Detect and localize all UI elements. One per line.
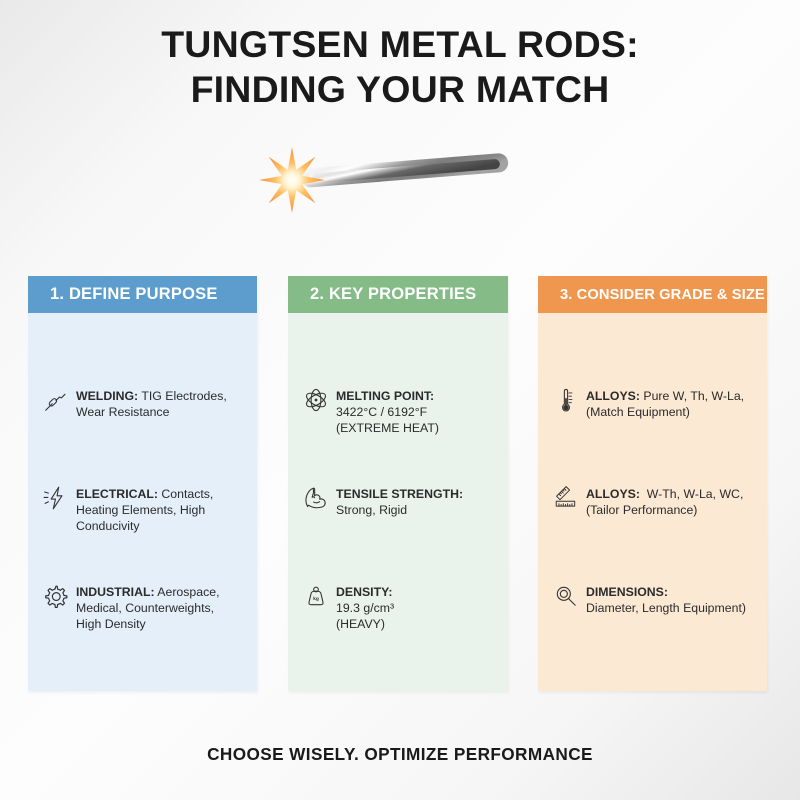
svg-text:kg: kg: [313, 596, 319, 602]
